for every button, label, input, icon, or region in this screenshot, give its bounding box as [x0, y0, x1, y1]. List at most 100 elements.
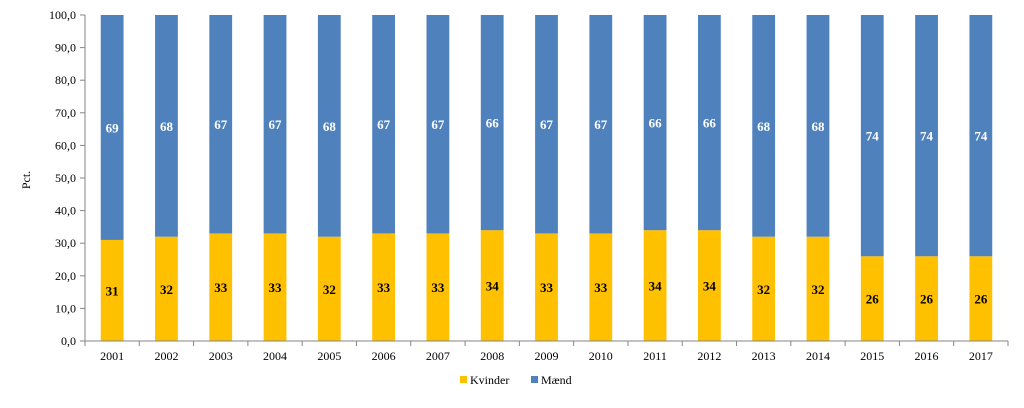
x-tick-label: 2011 — [643, 349, 667, 363]
bar-segment-maend — [372, 15, 396, 234]
data-label: 67 — [377, 117, 391, 132]
x-tick-label: 2016 — [915, 349, 939, 363]
data-label: 67 — [214, 117, 228, 132]
y-tick-label: 0,0 — [61, 334, 76, 348]
x-tick-label: 2010 — [589, 349, 613, 363]
bar-segment-maend — [480, 15, 504, 231]
bar-segment-kvinder — [806, 236, 830, 341]
bar-segment-maend — [535, 15, 558, 234]
data-label: 33 — [594, 280, 608, 295]
data-label: 68 — [160, 119, 174, 134]
data-label: 32 — [323, 282, 336, 297]
x-tick-label: 2004 — [263, 349, 287, 363]
y-tick-label: 20,0 — [55, 269, 76, 283]
data-label: 67 — [594, 117, 608, 132]
bar-segment-kvinder — [480, 230, 504, 341]
data-label: 67 — [269, 117, 283, 132]
y-tick-label: 50,0 — [55, 171, 76, 185]
data-label: 33 — [269, 280, 283, 295]
x-tick-label: 2003 — [209, 349, 233, 363]
x-tick-label: 2015 — [860, 349, 884, 363]
data-label: 32 — [811, 282, 824, 297]
legend-label: Kvinder — [470, 373, 509, 387]
bar-segment-kvinder — [589, 233, 613, 341]
bar-segment-maend — [589, 15, 613, 234]
data-label: 74 — [920, 129, 934, 144]
bar-segment-maend — [209, 15, 233, 234]
data-label: 26 — [920, 292, 934, 307]
y-tick-label: 40,0 — [55, 204, 76, 218]
bar-segment-maend — [915, 15, 938, 257]
x-tick-label: 2006 — [372, 349, 396, 363]
bar-segment-maend — [752, 15, 776, 237]
bar-segment-kvinder — [100, 239, 124, 341]
bar-segment-maend — [643, 15, 667, 231]
x-tick-label: 2001 — [100, 349, 124, 363]
x-tick-label: 2007 — [426, 349, 450, 363]
x-tick-label: 2005 — [317, 349, 341, 363]
data-label: 33 — [214, 280, 228, 295]
x-tick-label: 2009 — [535, 349, 559, 363]
bar-segment-kvinder — [643, 230, 667, 341]
bar-segment-kvinder — [915, 256, 938, 341]
legend-swatch — [531, 376, 538, 383]
y-axis: 0,0 10,0 20,0 30,0 40,0 50,0 60,0 70,0 80,0 90,0 1… — [49, 8, 86, 348]
y-axis-title: Pct. — [19, 171, 33, 189]
bar-segment-maend — [317, 15, 341, 237]
bar-segment-kvinder — [372, 233, 396, 341]
bar-segment-kvinder — [155, 236, 178, 341]
legend-swatch — [460, 376, 467, 383]
bar-segment-kvinder — [752, 236, 776, 341]
bar-segment-maend — [426, 15, 450, 234]
bar-segment-kvinder — [860, 256, 884, 341]
data-label: 68 — [323, 119, 337, 134]
bar-segment-maend — [969, 15, 993, 257]
bar-segment-kvinder — [317, 236, 341, 341]
legend-label: Mænd — [541, 373, 572, 387]
bar-segment-kvinder — [969, 256, 993, 341]
data-label: 31 — [106, 283, 119, 298]
bar-segment-maend — [806, 15, 830, 237]
data-label: 34 — [703, 279, 717, 294]
x-tick-label: 2008 — [480, 349, 504, 363]
y-tick-label: 60,0 — [55, 138, 76, 152]
x-tick-label: 2014 — [806, 349, 830, 363]
bar-segment-kvinder — [535, 233, 558, 341]
data-label: 26 — [866, 292, 880, 307]
y-tick-label: 100,0 — [49, 8, 76, 22]
data-label: 67 — [540, 117, 554, 132]
x-tick-label: 2012 — [697, 349, 721, 363]
bar-segment-kvinder — [697, 230, 721, 341]
y-tick-label: 80,0 — [55, 73, 76, 87]
x-tick-label: 2017 — [969, 349, 993, 363]
data-label: 66 — [649, 116, 663, 131]
y-tick-label: 10,0 — [55, 301, 76, 315]
data-label: 69 — [106, 120, 120, 135]
data-label: 34 — [486, 279, 500, 294]
data-label: 66 — [486, 116, 500, 131]
bar-segment-maend — [263, 15, 287, 234]
data-label: 32 — [160, 282, 173, 297]
data-label: 33 — [431, 280, 445, 295]
data-label: 33 — [377, 280, 391, 295]
bar-segment-maend — [100, 15, 124, 240]
bar-segment-maend — [155, 15, 178, 237]
data-label: 67 — [431, 117, 445, 132]
data-label: 32 — [757, 282, 770, 297]
data-label: 26 — [974, 292, 988, 307]
x-tick-label: 2013 — [752, 349, 776, 363]
bar-segment-maend — [860, 15, 884, 257]
x-axis: 2001 2002 2003 2004 2005 2006 2007 2008 2009 2010… — [84, 340, 1009, 363]
data-label: 74 — [866, 129, 880, 144]
data-label: 66 — [703, 116, 717, 131]
bar-segment-kvinder — [209, 233, 233, 341]
data-label: 34 — [649, 279, 663, 294]
data-label: 33 — [540, 280, 554, 295]
bar-segment-maend — [697, 15, 721, 231]
x-tick-label: 2002 — [154, 349, 178, 363]
legend: Kvinder Mænd — [460, 373, 572, 387]
y-tick-label: 70,0 — [55, 106, 76, 120]
data-label: 74 — [974, 129, 988, 144]
